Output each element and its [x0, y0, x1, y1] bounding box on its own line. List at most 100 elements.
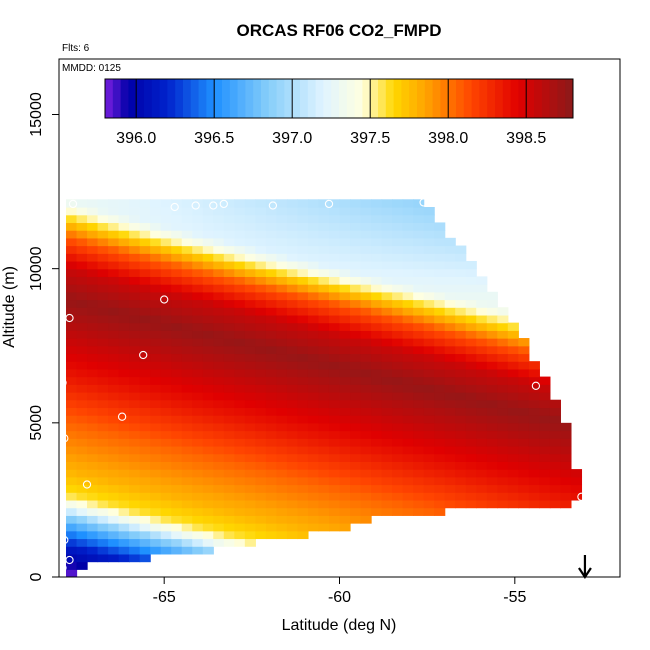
- heatmap-cell: [192, 291, 204, 301]
- heatmap-cell: [108, 368, 120, 378]
- x-axis: -65 -60 -55: [153, 577, 526, 606]
- heatmap-cell: [129, 276, 141, 285]
- heatmap-cell: [171, 469, 183, 478]
- heatmap-cell: [244, 523, 256, 532]
- heatmap-cell: [118, 499, 130, 509]
- heatmap-cell: [223, 484, 235, 493]
- heatmap-cell: [381, 322, 393, 331]
- colorbar-segment: [214, 79, 223, 118]
- heatmap-cell: [371, 438, 383, 447]
- heatmap-cell: [160, 422, 172, 432]
- heatmap-cell: [318, 307, 330, 316]
- heatmap-cell: [444, 245, 456, 254]
- heatmap-cell: [350, 222, 362, 231]
- colorbar-segment: [495, 79, 504, 118]
- heatmap-cell: [276, 253, 288, 262]
- heatmap-cell: [87, 368, 99, 378]
- heatmap-cell: [560, 461, 572, 470]
- heatmap-cell: [202, 291, 214, 301]
- heatmap-cell: [276, 515, 288, 524]
- heatmap-cell: [192, 476, 204, 486]
- heatmap-cell: [76, 345, 88, 355]
- heatmap-cell: [150, 407, 162, 416]
- heatmap-cell: [150, 530, 162, 540]
- heatmap-cell: [444, 307, 456, 316]
- heatmap-cell: [244, 376, 256, 385]
- heatmap-cell: [465, 384, 477, 393]
- heatmap-cell: [160, 407, 172, 416]
- heatmap-cell: [255, 376, 267, 385]
- heatmap-cell: [276, 353, 288, 362]
- heatmap-cell: [381, 214, 393, 224]
- heatmap-cell: [108, 461, 120, 470]
- heatmap-cell: [328, 361, 341, 370]
- heatmap-cell: [444, 384, 456, 393]
- heatmap-cell: [150, 353, 162, 362]
- heatmap-cell: [455, 299, 467, 308]
- heatmap-cell: [108, 438, 120, 447]
- colorbar-segment: [237, 79, 246, 118]
- heatmap-cell: [476, 407, 488, 416]
- heatmap-cell: [87, 322, 99, 331]
- heatmap-cell: [371, 199, 383, 208]
- heatmap-cell: [76, 284, 88, 293]
- heatmap-cell: [539, 476, 551, 486]
- heatmap-cell: [360, 384, 372, 393]
- heatmap-cell: [486, 484, 498, 493]
- heatmap-cell: [118, 338, 130, 347]
- heatmap-cell: [297, 245, 309, 254]
- heatmap-cell: [66, 569, 78, 577]
- heatmap-cell: [255, 207, 267, 216]
- heatmap-cell: [392, 430, 404, 439]
- heatmap-cell: [307, 438, 320, 447]
- heatmap-cell: [108, 230, 120, 239]
- heatmap-cell: [276, 222, 288, 231]
- heatmap-cell: [160, 523, 172, 532]
- heatmap-cell: [244, 253, 256, 262]
- heatmap-cell: [255, 237, 267, 247]
- heatmap-cell: [381, 260, 393, 270]
- heatmap-cell: [444, 299, 456, 308]
- heatmap-cell: [528, 438, 540, 447]
- heatmap-cell: [371, 222, 383, 231]
- heatmap-cell: [392, 484, 404, 493]
- heatmap-cell: [223, 453, 235, 462]
- heatmap-cell: [328, 438, 341, 447]
- heatmap-cell: [160, 546, 172, 555]
- heatmap-cell: [392, 330, 404, 339]
- colorbar-segment: [112, 79, 122, 118]
- heatmap-cell: [328, 407, 341, 416]
- heatmap-cell: [518, 338, 530, 347]
- heatmap-cell: [560, 492, 572, 501]
- heatmap-cell: [108, 453, 120, 462]
- heatmap-cell: [213, 214, 225, 224]
- heatmap-cell: [223, 430, 235, 439]
- heatmap-cell: [360, 207, 372, 216]
- heatmap-cell: [339, 407, 351, 416]
- heatmap-cell: [518, 492, 530, 501]
- heatmap-cell: [66, 307, 78, 316]
- heatmap-cell: [171, 322, 183, 331]
- colorbar-segment: [346, 79, 356, 118]
- heatmap-cell: [297, 345, 309, 355]
- heatmap-cell: [244, 515, 256, 524]
- heatmap-cell: [276, 445, 288, 455]
- heatmap-cell: [139, 484, 151, 493]
- heatmap-cell: [234, 415, 246, 424]
- heatmap-cell: [202, 199, 214, 208]
- heatmap-cell: [371, 422, 383, 432]
- heatmap-cell: [360, 307, 372, 316]
- heatmap-cell: [381, 284, 393, 293]
- heatmap-cell: [455, 430, 467, 439]
- heatmap-cell: [76, 399, 88, 409]
- heatmap-cell: [497, 368, 509, 378]
- heatmap-cell: [350, 291, 362, 301]
- heatmap-cell: [97, 438, 109, 447]
- heatmap-cell: [192, 499, 204, 509]
- heatmap-cell: [339, 415, 351, 424]
- heatmap-cell: [423, 368, 435, 378]
- heatmap-cell: [307, 469, 320, 478]
- heatmap-cell: [76, 461, 88, 470]
- heatmap-cell: [118, 353, 130, 362]
- heatmap-cell: [381, 330, 393, 339]
